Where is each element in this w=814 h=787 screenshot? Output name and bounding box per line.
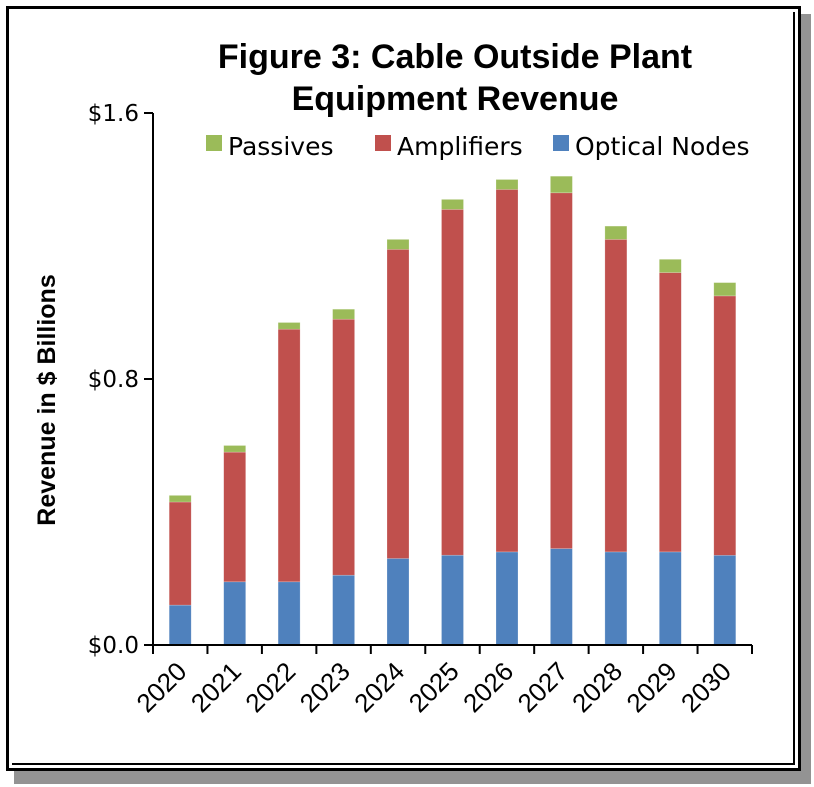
- bar-passives-2028: [604, 225, 628, 240]
- bar-amplifiers-2024: [386, 249, 410, 559]
- bar-passives-2023: [332, 308, 355, 320]
- bar-passives-2024: [386, 239, 410, 250]
- bar-optical-nodes-2025: [441, 554, 464, 646]
- legend: Passives Amplifiers Optical Nodes: [206, 132, 750, 161]
- x-tick-label: 2030: [675, 656, 737, 718]
- legend-swatch-amplifiers: [375, 135, 391, 151]
- bar-amplifiers-2023: [332, 318, 355, 576]
- y-tick-label: $1.6: [88, 101, 139, 127]
- bar-optical-nodes-2023: [332, 574, 355, 646]
- bar-amplifiers-2021: [223, 451, 246, 583]
- bar-amplifiers-2022: [277, 328, 301, 583]
- frame-inner-border: [12, 12, 795, 765]
- bar-amplifiers-2030: [713, 295, 737, 556]
- bar-optical-nodes-2021: [223, 581, 246, 646]
- x-tick-label: 2024: [348, 656, 410, 718]
- bar-optical-nodes-2028: [604, 551, 628, 646]
- bar-amplifiers-2020: [168, 501, 192, 606]
- y-tick-label: $0.8: [88, 367, 139, 393]
- x-tick-label: 2027: [512, 656, 574, 718]
- legend-swatch-optical-nodes: [553, 135, 569, 151]
- bar-amplifiers-2027: [550, 192, 573, 549]
- bar-amplifiers-2029: [658, 272, 682, 553]
- bar-passives-2029: [658, 258, 682, 273]
- bar-passives-2027: [550, 175, 573, 194]
- bar-optical-nodes-2020: [168, 604, 192, 646]
- x-tick-label: 2021: [185, 656, 247, 718]
- bar-amplifiers-2025: [441, 209, 464, 556]
- x-tick-label: 2029: [620, 656, 682, 718]
- bar-amplifiers-2028: [604, 239, 628, 553]
- bar-passives-2030: [713, 282, 737, 297]
- x-tick-label: 2023: [294, 656, 356, 718]
- chart-title-line-2: Equipment Revenue: [292, 80, 619, 118]
- bar-passives-2025: [441, 199, 464, 210]
- chart-title-line-1: Figure 3: Cable Outside Plant: [218, 38, 692, 76]
- bar-passives-2020: [168, 495, 192, 503]
- x-tick-label: 2022: [239, 656, 301, 718]
- x-tick-label: 2020: [130, 656, 192, 718]
- legend-swatch-passives: [206, 135, 222, 151]
- x-tick-label: 2026: [457, 656, 519, 718]
- y-tick-label: $0.0: [88, 633, 139, 659]
- legend-label-amplifiers: Amplifiers: [397, 132, 523, 161]
- legend-label-optical-nodes: Optical Nodes: [575, 132, 750, 161]
- bar-optical-nodes-2022: [277, 581, 301, 646]
- bar-optical-nodes-2030: [713, 554, 737, 646]
- y-axis-label: Revenue in $ Billions: [33, 274, 61, 525]
- x-tick-label: 2028: [566, 656, 628, 718]
- legend-label-passives: Passives: [228, 132, 333, 161]
- bar-optical-nodes-2027: [550, 548, 573, 646]
- bar-passives-2021: [223, 445, 246, 453]
- bars-group: [168, 175, 737, 646]
- x-tick-label: 2025: [403, 656, 465, 718]
- bar-passives-2022: [277, 322, 301, 330]
- bar-optical-nodes-2024: [386, 558, 410, 646]
- bar-passives-2026: [495, 179, 519, 190]
- bar-optical-nodes-2026: [495, 551, 519, 646]
- bar-amplifiers-2026: [495, 189, 519, 553]
- bar-optical-nodes-2029: [658, 551, 682, 646]
